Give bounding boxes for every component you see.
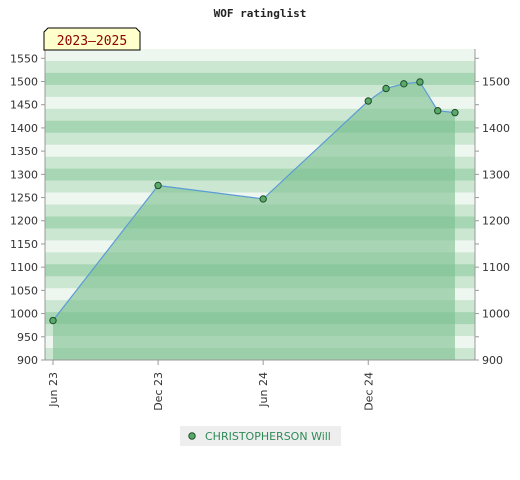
rating-point bbox=[259, 195, 267, 203]
legend-series-label: CHRISTOPHERSON Will bbox=[205, 430, 331, 443]
axes bbox=[44, 49, 476, 361]
legend-box bbox=[180, 426, 341, 446]
y-tick-label: 1050 bbox=[10, 284, 38, 297]
background-band bbox=[45, 60, 475, 74]
y-tick-label: 1000 bbox=[10, 308, 38, 321]
y-tick-label: 900 bbox=[17, 354, 38, 367]
y-right-tick-label: 1100 bbox=[482, 261, 510, 274]
rating-point bbox=[49, 316, 57, 325]
x-tick-label: Dec 24 bbox=[362, 372, 375, 411]
y-tick-label: 1100 bbox=[10, 261, 38, 274]
y-tick-label: 1400 bbox=[10, 122, 38, 135]
period-badge: 2023–2025 bbox=[43, 27, 141, 51]
y-right-tick-label: 900 bbox=[482, 354, 503, 367]
rating-point bbox=[416, 78, 424, 86]
background-band bbox=[45, 72, 475, 86]
y-tick-label: 950 bbox=[17, 331, 38, 344]
y-tick-label: 1450 bbox=[10, 99, 38, 112]
background-band bbox=[45, 49, 475, 62]
rating-point bbox=[154, 181, 162, 190]
y-tick-label: 1150 bbox=[10, 238, 38, 251]
x-tick-label: Dec 23 bbox=[152, 372, 165, 411]
y-tick-label: 1300 bbox=[10, 168, 38, 181]
rating-area-fill bbox=[53, 81, 455, 360]
rating-point bbox=[400, 80, 408, 88]
y-right-tick-label: 1000 bbox=[482, 308, 510, 321]
period-badge-label: 2023–2025 bbox=[57, 34, 127, 49]
rating-markers bbox=[49, 78, 459, 325]
period-badge-shape bbox=[43, 27, 141, 51]
y-right-tick-label: 1300 bbox=[482, 168, 510, 181]
rating-point bbox=[382, 84, 390, 93]
y-right-tick-label: 1200 bbox=[482, 215, 510, 228]
y-right-tick-label: 1500 bbox=[482, 75, 510, 88]
x-tick-label: Jun 24 bbox=[257, 372, 270, 408]
background-band bbox=[45, 84, 475, 98]
y-tick-label: 1350 bbox=[10, 145, 38, 158]
rating-point bbox=[364, 97, 372, 105]
y-axis-left: 900 950 1000 1050 1100 1150 1200 1250 1300 1350 14… bbox=[10, 52, 45, 367]
rating-point bbox=[451, 108, 459, 117]
legend-marker-icon bbox=[188, 432, 196, 440]
legend: CHRISTOPHERSON Will bbox=[180, 426, 341, 446]
y-tick-label: 1500 bbox=[10, 75, 38, 88]
rating-point bbox=[434, 107, 442, 115]
y-axis-right: 900 1000 1100 1200 1300 1400 1500 bbox=[475, 57, 510, 367]
x-axis: Jun 23 Dec 23 Jun 24 Dec 24 bbox=[47, 360, 375, 411]
x-tick-label: Jun 23 bbox=[47, 372, 60, 408]
y-right-tick-label: 1400 bbox=[482, 122, 510, 135]
y-tick-label: 1250 bbox=[10, 192, 38, 205]
y-tick-label: 1550 bbox=[10, 52, 38, 65]
y-tick-label: 1200 bbox=[10, 215, 38, 228]
chart-title: WOF ratinglist bbox=[214, 7, 307, 20]
